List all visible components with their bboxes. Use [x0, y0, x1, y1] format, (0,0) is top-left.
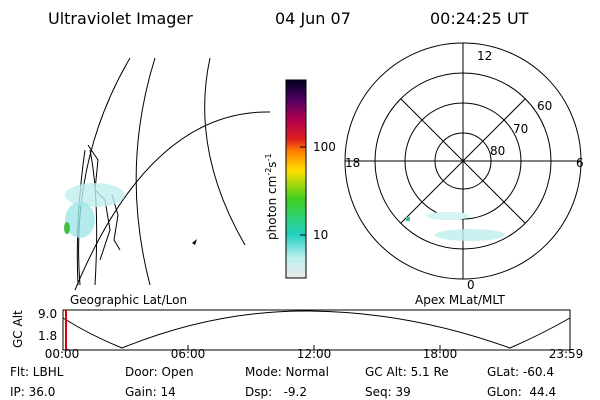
hour-label: 0: [467, 278, 475, 292]
panel-label: Apex MLat/MLT: [415, 293, 505, 307]
info-item: IP: 36.0: [10, 385, 55, 399]
lat-label: 60: [537, 99, 552, 113]
hour-label: 6: [576, 156, 584, 170]
lat-label: 80: [490, 144, 505, 158]
time: 00:24:25 UT: [430, 9, 529, 28]
colorbar-tick-label: 10: [313, 228, 328, 242]
strip-y-label: 9.0: [38, 307, 57, 321]
info-item: Flt: LBHL: [10, 365, 64, 379]
strip-y-label: 1.8: [38, 329, 57, 343]
info-item: Dsp: -9.2: [245, 385, 307, 399]
hour-label: 12: [477, 49, 492, 63]
info-item: Mode: Normal: [245, 365, 329, 379]
panel-label: Geographic Lat/Lon: [70, 293, 187, 307]
polar-plot: [344, 42, 582, 280]
altitude-strip: [62, 309, 571, 351]
strip-time-label: 23:59: [549, 347, 584, 361]
info-item: Gain: 14: [125, 385, 176, 399]
colorbar-label: photon cm-2s-1: [264, 153, 279, 240]
strip-time-label: 00:00: [45, 347, 80, 361]
info-item: Door: Open: [125, 365, 194, 379]
hour-label: 18: [345, 156, 360, 170]
strip-time-label: 06:00: [171, 347, 206, 361]
info-item: Seq: 39: [365, 385, 411, 399]
info-item: GC Alt: 5.1 Re: [365, 365, 449, 379]
colorbar-tick-label: 100: [313, 140, 336, 154]
info-item: GLon: 44.4: [487, 385, 556, 399]
strip-time-label: 18:00: [423, 347, 458, 361]
info-item: GLat: -60.4: [487, 365, 554, 379]
strip-time-label: 12:00: [297, 347, 332, 361]
lat-label: 70: [513, 122, 528, 136]
title: Ultraviolet Imager: [48, 9, 193, 28]
info-panel: Flt: LBHL Door: Open Mode: Normal GC Alt: 5…: [10, 365, 556, 399]
date: 04 Jun 07: [275, 9, 351, 28]
strip-axis-label: GC Alt: [11, 310, 25, 348]
geographic-map: [64, 57, 271, 291]
colorbar: [285, 79, 307, 279]
